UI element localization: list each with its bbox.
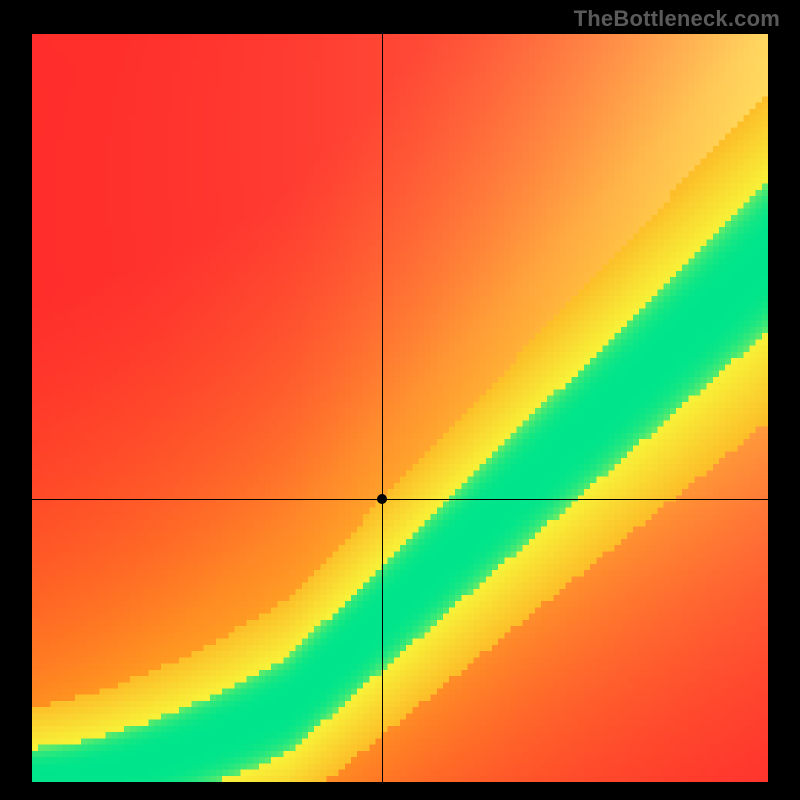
plot-area [32,34,768,782]
watermark-text: TheBottleneck.com [574,6,780,32]
heatmap-canvas [32,34,768,782]
crosshair-marker [377,494,387,504]
chart-container: TheBottleneck.com [0,0,800,800]
crosshair-vertical [382,34,383,782]
crosshair-horizontal [32,499,768,500]
